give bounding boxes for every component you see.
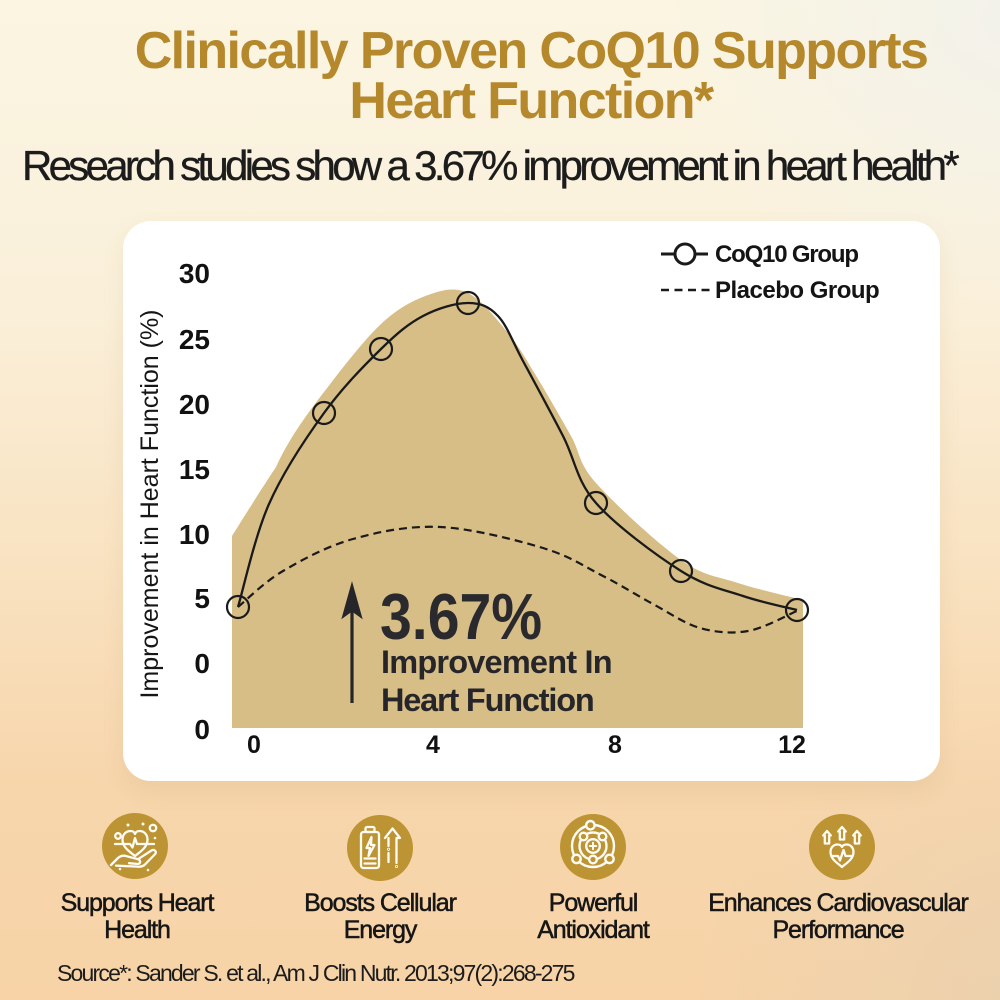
svg-text:Heart Function: Heart Function: [381, 682, 594, 718]
svg-text:3.67%: 3.67%: [380, 581, 542, 653]
svg-text:Placebo Group: Placebo Group: [715, 277, 879, 304]
svg-text:10: 10: [179, 519, 210, 550]
svg-text:15: 15: [179, 454, 210, 485]
svg-text:8: 8: [608, 731, 622, 759]
svg-text:Improvement In: Improvement In: [381, 644, 612, 680]
svg-text:0: 0: [247, 731, 261, 759]
svg-text:20: 20: [179, 389, 210, 420]
svg-text:4: 4: [426, 731, 440, 759]
svg-text:12: 12: [778, 731, 806, 759]
svg-text:Improvement in Heart Function: Improvement in Heart Function (%): [136, 309, 164, 698]
svg-text:CoQ10 Group: CoQ10 Group: [715, 241, 858, 268]
svg-text:5: 5: [194, 583, 210, 614]
svg-text:0: 0: [194, 714, 210, 745]
svg-text:25: 25: [179, 324, 210, 355]
svg-text:0: 0: [194, 648, 210, 679]
svg-text:30: 30: [179, 258, 210, 289]
